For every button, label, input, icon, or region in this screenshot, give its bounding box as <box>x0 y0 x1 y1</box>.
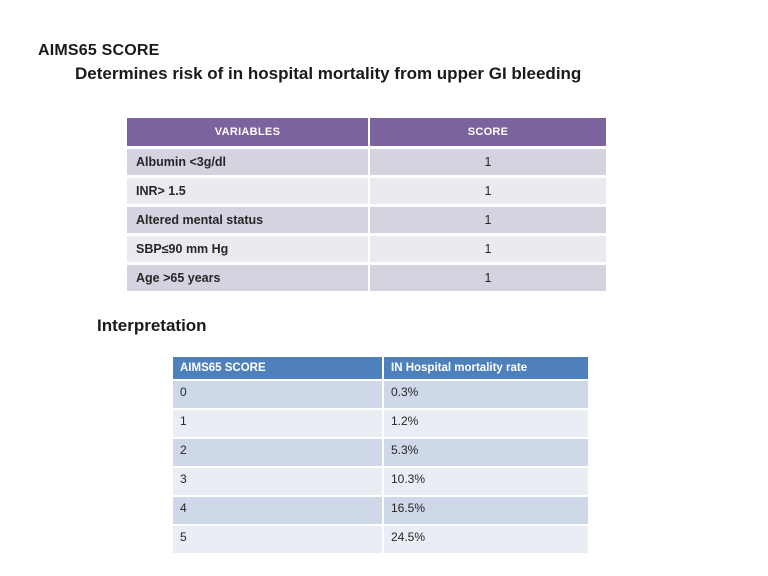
score-cell: 3 <box>173 468 382 495</box>
rate-cell: 16.5% <box>384 497 588 524</box>
table-row: Albumin <3g/dl 1 <box>127 149 606 175</box>
page-title: AIMS65 SCORE <box>38 42 160 59</box>
page-subtitle: Determines risk of in hospital mortality… <box>75 64 582 83</box>
table-row: 0 0.3% <box>173 381 588 408</box>
score-cell: 0 <box>173 381 382 408</box>
table-row: 1 1.2% <box>173 410 588 437</box>
interpretation-heading: Interpretation <box>97 316 207 335</box>
variables-score-table: VARIABLES SCORE Albumin <3g/dl 1 INR> 1.5 1… <box>125 115 608 294</box>
table-row: SBP≤90 mm Hg 1 <box>127 236 606 262</box>
variables-column-header: VARIABLES <box>127 118 368 146</box>
rate-cell: 10.3% <box>384 468 588 495</box>
table-row: Age >65 years 1 <box>127 265 606 291</box>
rate-cell: 5.3% <box>384 439 588 466</box>
rate-cell: 0.3% <box>384 381 588 408</box>
table-row: INR> 1.5 1 <box>127 178 606 204</box>
table-header-row: VARIABLES SCORE <box>127 118 606 146</box>
variable-cell: INR> 1.5 <box>127 178 368 204</box>
score-cell: 1 <box>370 178 606 204</box>
score-cell: 4 <box>173 497 382 524</box>
variable-cell: Altered mental status <box>127 207 368 233</box>
variable-cell: Age >65 years <box>127 265 368 291</box>
table-row: 2 5.3% <box>173 439 588 466</box>
interpretation-table-body: 0 0.3% 1 1.2% 2 5.3% 3 10.3% 4 16.5% 5 24.5% <box>173 381 588 553</box>
mortality-rate-column-header: IN Hospital mortality rate <box>384 357 588 379</box>
score-cell: 1 <box>370 207 606 233</box>
rate-cell: 1.2% <box>384 410 588 437</box>
interpretation-table: AIMS65 SCORE IN Hospital mortality rate … <box>171 355 590 555</box>
score-cell: 2 <box>173 439 382 466</box>
score-cell: 1 <box>173 410 382 437</box>
rate-cell: 24.5% <box>384 526 588 553</box>
score-cell: 1 <box>370 149 606 175</box>
variable-cell: Albumin <3g/dl <box>127 149 368 175</box>
variable-cell: SBP≤90 mm Hg <box>127 236 368 262</box>
table-row: Altered mental status 1 <box>127 207 606 233</box>
aims65-score-column-header: AIMS65 SCORE <box>173 357 382 379</box>
table-header-row: AIMS65 SCORE IN Hospital mortality rate <box>173 357 588 379</box>
table-row: 4 16.5% <box>173 497 588 524</box>
table-row: 3 10.3% <box>173 468 588 495</box>
variables-score-table-body: Albumin <3g/dl 1 INR> 1.5 1 Altered mental s… <box>127 149 606 291</box>
table-row: 5 24.5% <box>173 526 588 553</box>
score-cell: 1 <box>370 265 606 291</box>
score-cell: 5 <box>173 526 382 553</box>
score-column-header: SCORE <box>370 118 606 146</box>
score-cell: 1 <box>370 236 606 262</box>
